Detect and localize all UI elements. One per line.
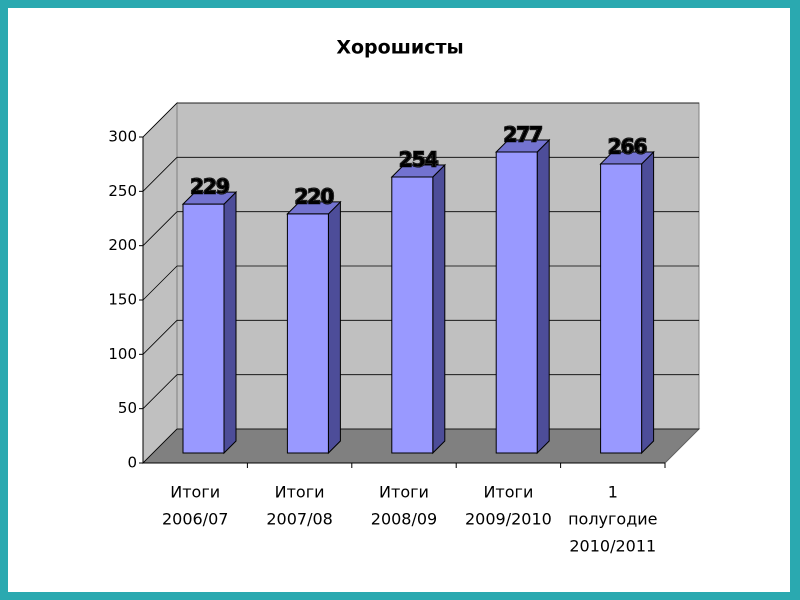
- y-tick-label: 200: [108, 236, 137, 254]
- value-label: 229: [190, 175, 229, 199]
- y-tick-label: 150: [108, 291, 137, 309]
- bar: [286, 213, 329, 454]
- x-tick-label: Итоги: [379, 483, 429, 502]
- value-label: 220: [295, 184, 334, 208]
- value-label: 229: [190, 175, 229, 199]
- value-label: 266: [608, 134, 647, 158]
- value-label: 254: [399, 147, 438, 171]
- grid-line-side: [142, 157, 178, 192]
- y-tick-label: 250: [108, 182, 137, 200]
- y-tick-label: 100: [108, 345, 137, 363]
- x-tick-label: 2006/07: [162, 510, 228, 529]
- value-label: 277: [503, 122, 542, 146]
- bar: [391, 176, 434, 454]
- bar: [600, 163, 643, 454]
- value-label: 254: [399, 147, 438, 171]
- value-label: 266: [608, 134, 647, 158]
- x-tick-label: 2010/2011: [569, 537, 656, 556]
- bar-side: [327, 200, 341, 455]
- chart-title: Хорошисты: [336, 37, 463, 59]
- x-tick-label: 2009/2010: [465, 510, 552, 529]
- grid-line-side: [142, 428, 178, 464]
- bar: [495, 151, 538, 454]
- x-tick-label: 2007/08: [266, 510, 332, 529]
- grid-line-side: [142, 265, 178, 301]
- x-tick-label: 2008/09: [371, 510, 437, 529]
- x-tick-label: полугодие: [568, 510, 657, 529]
- grid-line-side: [142, 374, 178, 409]
- value-label: 277: [503, 122, 542, 146]
- y-tick-label: 300: [108, 128, 137, 146]
- grid-line-side: [142, 320, 178, 355]
- x-tick-label: 1: [608, 483, 618, 502]
- y-tick-label: 0: [127, 454, 137, 472]
- bar-side: [641, 150, 655, 455]
- x-tick-label: Итоги: [483, 483, 533, 502]
- x-tick-label: Итоги: [275, 483, 325, 502]
- bar-side: [223, 190, 237, 455]
- bar: [182, 203, 225, 454]
- bar-side: [432, 163, 446, 455]
- grid-line-side: [142, 102, 178, 138]
- grid-line-side: [142, 211, 178, 246]
- value-label: 220: [295, 184, 334, 208]
- x-tick-label: Итоги: [170, 483, 220, 502]
- y-tick-label: 50: [118, 399, 137, 417]
- bar-side: [536, 138, 550, 455]
